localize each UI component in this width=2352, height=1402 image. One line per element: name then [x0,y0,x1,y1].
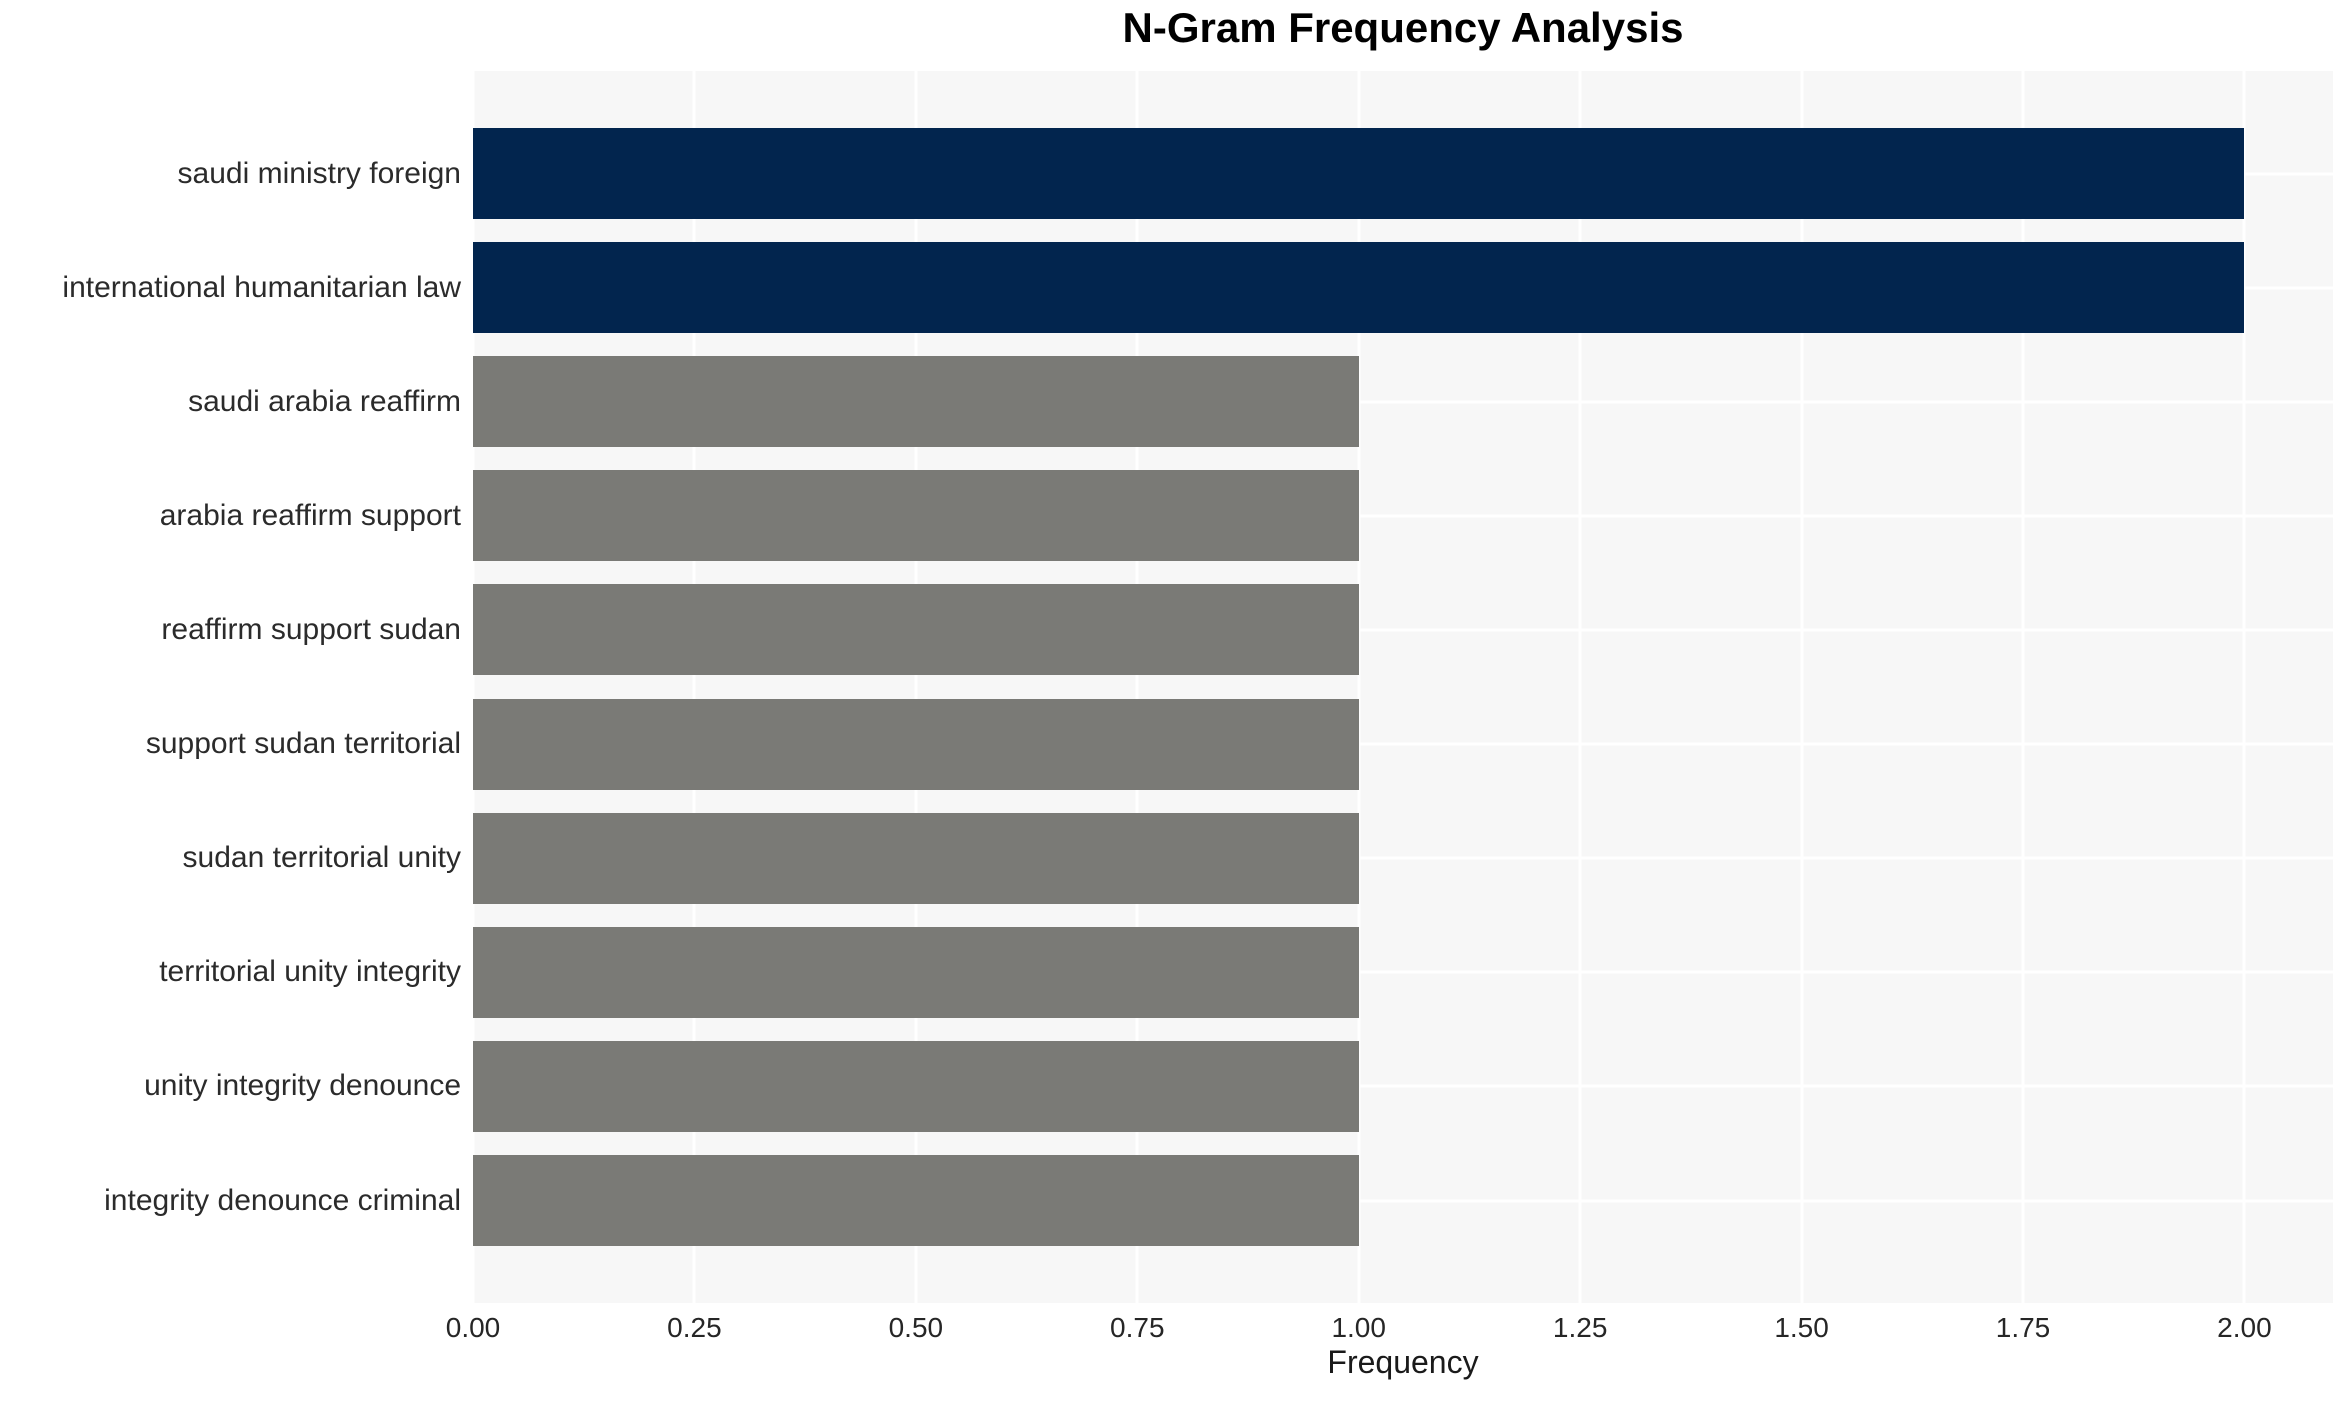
vertical-gridline [2242,71,2246,1303]
y-axis-labels: saudi ministry foreign international huma… [0,71,461,1303]
bar [473,470,1359,562]
bar [473,698,1359,790]
x-axis-tick-label: 1.00 [1331,1312,1386,1343]
horizontal-gridline [473,1084,2333,1088]
bar [473,128,2245,219]
y-axis-category-label: reaffirm support sudan [161,612,461,646]
y-axis-category-label: sudan territorial unity [182,841,461,875]
x-axis-ticks: 0.00 0.25 0.50 0.75 1.00 1.25 1.50 1.75 2.00 [446,1312,2333,1348]
horizontal-gridline [473,514,2333,518]
chart-title: N-Gram Frequency Analysis [1122,4,1684,51]
bar [473,356,1359,448]
bar [473,242,2245,334]
y-axis-category-label: saudi arabia reaffirm [188,384,461,418]
y-axis-category-label: saudi ministry foreign [177,156,461,190]
x-axis-label: Frequency [1327,1344,1479,1380]
x-axis-tick-label: 0.50 [888,1312,944,1343]
vertical-gridline [1135,71,1139,1303]
vertical-gridline [1357,71,1361,1303]
y-axis-category-label: unity integrity denounce [144,1069,461,1103]
y-axis-category-label: arabia reaffirm support [159,498,461,532]
bar [473,1040,1359,1132]
horizontal-gridline [473,970,2333,974]
bar [473,926,1359,1018]
bar [473,584,1359,676]
vertical-gridline [914,71,918,1303]
bar [473,812,1359,904]
vertical-gridline [471,71,475,1303]
x-axis-tick-label: 0.00 [445,1312,501,1343]
x-axis-tick-label: 1.75 [1995,1312,2051,1343]
horizontal-gridline [473,742,2333,746]
x-axis-tick-label: 0.25 [667,1312,722,1343]
x-axis-tick-label: 1.25 [1552,1312,1608,1343]
plot-area [471,71,2333,1303]
y-axis-category-label: integrity denounce criminal [104,1183,461,1217]
horizontal-gridline [473,1199,2333,1202]
vertical-gridline [1578,71,1582,1303]
x-axis-tick-label: 0.75 [1110,1312,1165,1343]
x-axis-tick-label: 1.50 [1774,1312,1829,1343]
vertical-gridline [2021,71,2025,1303]
y-axis-category-label: support sudan territorial [145,727,461,761]
y-axis-category-label: territorial unity integrity [159,955,461,989]
horizontal-gridline [473,856,2333,860]
vertical-gridline [692,71,696,1303]
vertical-gridline [1800,71,1804,1303]
bar [473,1155,1359,1246]
x-axis-tick-label: 2.00 [2217,1312,2272,1343]
horizontal-gridline [473,628,2333,632]
horizontal-gridline [473,400,2333,404]
y-axis-category-label: international humanitarian law [62,270,461,304]
